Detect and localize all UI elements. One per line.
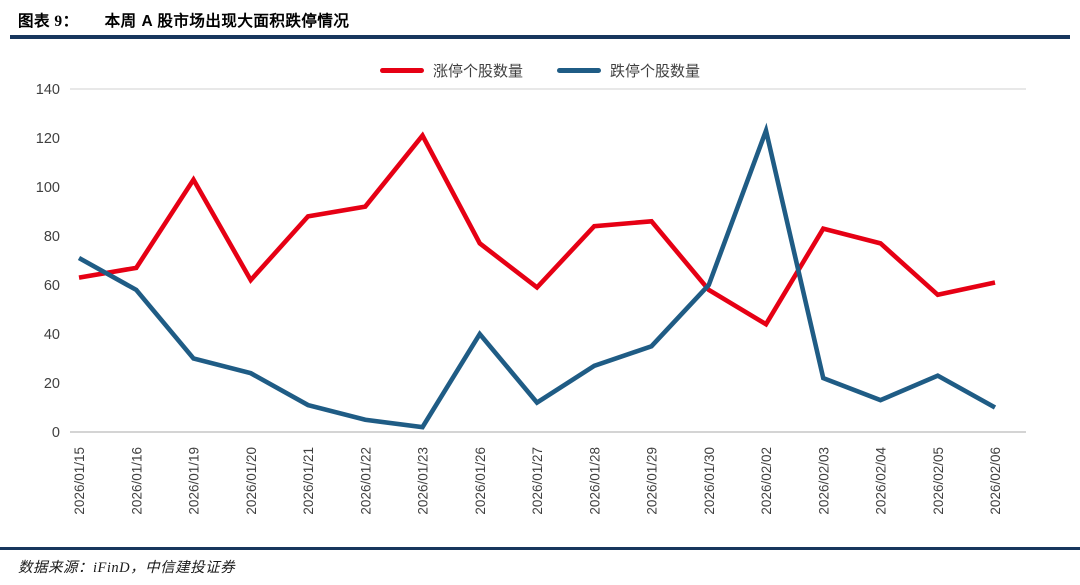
x-tick-label: 2026/01/30 <box>702 447 717 515</box>
header-rule <box>10 35 1070 39</box>
y-tick-label: 0 <box>52 425 60 441</box>
y-tick-label: 80 <box>44 229 60 245</box>
x-tick-label: 2026/02/05 <box>931 447 946 515</box>
figure-header: 图表 9： 本周 A 股市场出现大面积跌停情况 <box>0 0 1080 40</box>
chart-canvas: 0 20 40 60 80 100 120 140 2026/01/15 2026/01/16 20… <box>36 82 1026 515</box>
x-tick-label: 2026/01/15 <box>72 447 87 515</box>
legend-item-limit-down: 跌停个股数量 <box>557 60 700 81</box>
chart-legend: 涨停个股数量 跌停个股数量 <box>0 60 1080 81</box>
x-tick-label: 2026/01/29 <box>645 447 660 515</box>
x-tick-label: 2026/02/02 <box>759 447 774 515</box>
figure-title-row: 图表 9： 本周 A 股市场出现大面积跌停情况 <box>18 9 349 31</box>
legend-swatch-red-line <box>379 68 424 73</box>
series-line-limit-up <box>78 131 996 328</box>
x-tick-label: 2026/02/03 <box>816 447 831 515</box>
y-tick-label: 120 <box>36 131 60 147</box>
x-tick-label: 2026/01/23 <box>416 447 431 515</box>
y-tick-label: 20 <box>44 376 60 392</box>
legend-label-limit-up: 涨停个股数量 <box>432 63 523 80</box>
y-tick-label: 100 <box>36 180 60 196</box>
x-tick-label: 2026/01/26 <box>473 447 488 515</box>
legend-swatch-blue-line <box>557 68 601 73</box>
x-tick-label: 2026/02/04 <box>874 447 889 515</box>
series-line-limit-down <box>77 122 997 430</box>
x-tick-label: 2026/01/22 <box>358 447 373 515</box>
x-tick-label: 2026/02/06 <box>988 447 1003 515</box>
legend-label-limit-down: 跌停个股数量 <box>610 63 701 80</box>
y-tick-label: 60 <box>44 278 60 294</box>
figure-label: 图表 9： <box>18 13 79 30</box>
legend-item-limit-up: 涨停个股数量 <box>379 60 523 81</box>
data-source-note: 数据来源：iFinD，中信建投证券 <box>18 560 236 576</box>
figure-title: 本周 A 股市场出现大面积跌停情况 <box>104 13 350 30</box>
x-tick-label: 2026/01/28 <box>587 447 602 515</box>
x-tick-label: 2026/01/21 <box>301 447 316 515</box>
x-tick-label: 2026/01/20 <box>244 447 259 515</box>
y-tick-label: 40 <box>44 327 60 343</box>
x-tick-label: 2026/01/16 <box>129 447 144 515</box>
footer-rule <box>0 547 1080 550</box>
x-tick-label: 2026/01/19 <box>187 447 202 515</box>
x-tick-label: 2026/01/27 <box>530 447 545 515</box>
y-tick-label: 140 <box>36 82 60 98</box>
